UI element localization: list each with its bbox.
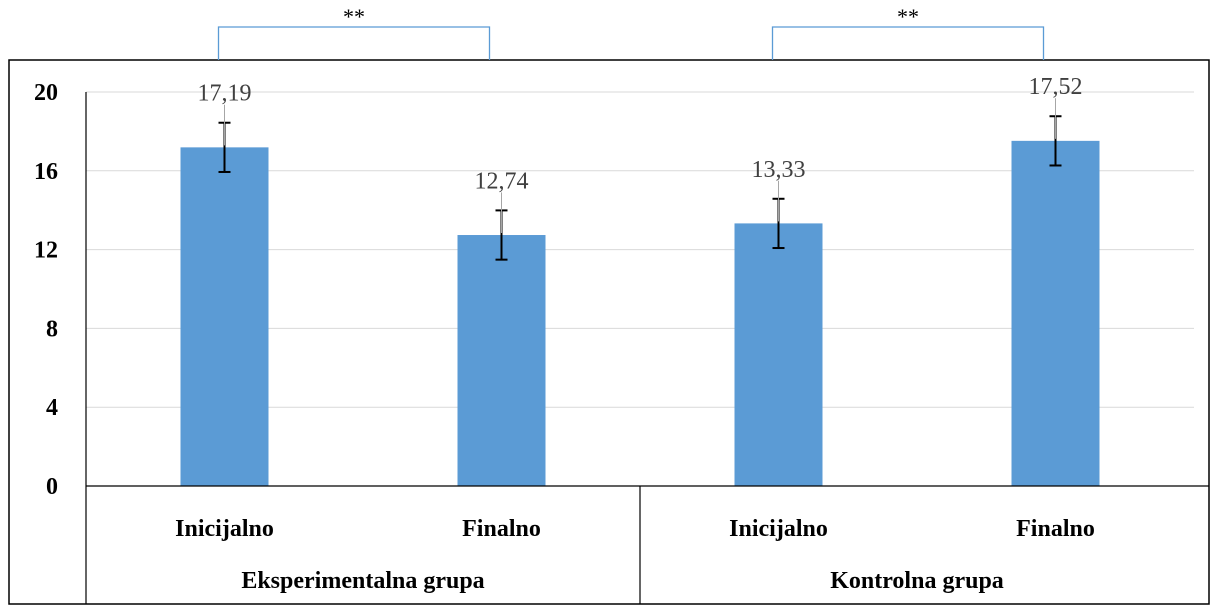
- significance-bracket: [771, 26, 1045, 60]
- data-label: 17,19: [198, 81, 252, 107]
- x-tick-label: Inicijalno: [175, 516, 274, 542]
- data-label: 12,74: [475, 168, 529, 194]
- x-tick-label: Finalno: [462, 516, 541, 542]
- x-group-label: Kontrolna grupa: [830, 568, 1004, 594]
- significance-label: **: [897, 4, 919, 29]
- y-tick-label: 12: [34, 238, 58, 264]
- gridlines: [86, 91, 1194, 408]
- significance-markers: ** **: [217, 4, 1045, 60]
- bar: [1011, 140, 1100, 486]
- data-label: 13,33: [752, 157, 806, 183]
- bars: [180, 115, 1100, 487]
- y-tick-label: 8: [46, 316, 58, 342]
- labels: 0 4 8 12 16 20 Eksperimentalna grupa Kontrolna …: [34, 74, 1095, 594]
- y-tick-label: 16: [34, 159, 58, 185]
- bar: [457, 235, 546, 486]
- significance-bracket: [217, 26, 491, 60]
- y-tick-label: 4: [46, 395, 58, 421]
- x-tick-label: Finalno: [1016, 516, 1095, 542]
- bar: [734, 223, 823, 487]
- data-label: 17,52: [1029, 74, 1083, 100]
- chart-frame: [8, 59, 1210, 605]
- significance-label: **: [343, 4, 365, 29]
- x-tick-label: Inicijalno: [729, 516, 828, 542]
- y-tick-label: 20: [34, 80, 58, 106]
- bar: [180, 147, 269, 486]
- axes: [85, 92, 1209, 604]
- x-group-label: Eksperimentalna grupa: [241, 568, 484, 594]
- y-tick-label: 0: [46, 474, 58, 500]
